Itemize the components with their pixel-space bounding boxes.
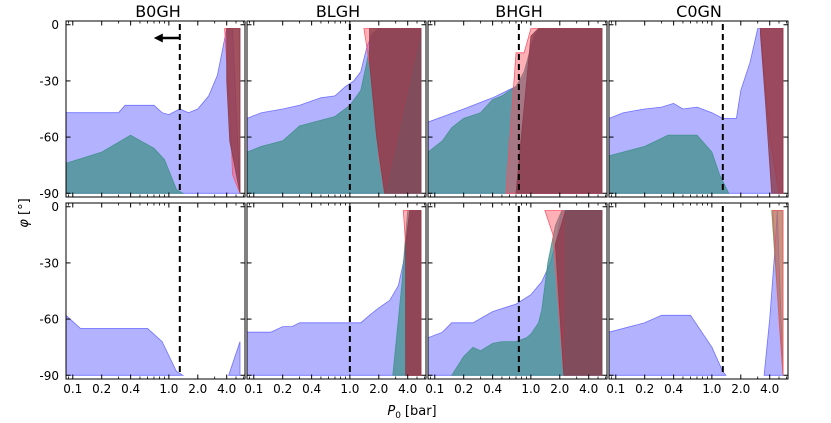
x-tick-label: 1.0 bbox=[521, 382, 540, 396]
panel-c0gn-0-3 bbox=[608, 20, 789, 198]
x-tick-label: 0.1 bbox=[606, 382, 625, 396]
x-tick-label: 0.2 bbox=[454, 382, 473, 396]
area-dark_red bbox=[369, 28, 422, 194]
x-tick-label: 0.4 bbox=[483, 382, 502, 396]
x-tick-label: 0.4 bbox=[664, 382, 683, 396]
x-axis-label: P0 [bar] bbox=[387, 404, 436, 421]
area-dark_red bbox=[226, 28, 241, 194]
x-axis-subscript: 0 bbox=[395, 411, 401, 421]
x-tick-label: 4.0 bbox=[579, 382, 598, 396]
y-axis-label: φ [°] bbox=[17, 198, 32, 227]
x-tick-label: 0.1 bbox=[425, 382, 444, 396]
panel-blgh-0-1 bbox=[246, 20, 427, 198]
y-tick-label: -30 bbox=[39, 74, 59, 88]
area-dark_red bbox=[515, 28, 603, 194]
area-teal bbox=[66, 134, 185, 194]
x-tick-label: 0.1 bbox=[63, 382, 82, 396]
x-tick-label: 1.0 bbox=[340, 382, 359, 396]
x-tick-label: 2.0 bbox=[369, 382, 388, 396]
panel-bhgh-0-2 bbox=[427, 20, 608, 198]
x-tick-label: 4.0 bbox=[760, 382, 779, 396]
y-tick-label: -90 bbox=[39, 187, 59, 201]
x-tick-label: 0.2 bbox=[635, 382, 654, 396]
panel-panel-7-1-3: 0.1 0.2 0.4 1.0 2.0 4.0 bbox=[606, 202, 789, 396]
panel-frame bbox=[427, 202, 608, 380]
panel-b0gh-0-0: 0 -30 -60 -90 bbox=[39, 18, 246, 201]
panel-panel-6-1-2: 0.1 0.2 0.4 1.0 2.0 4.0 bbox=[425, 202, 608, 396]
panel-panel-4-1-0: 0 -30 -60 -90 0.1 0.2 0.4 1.0 2.0 4.0 bbox=[39, 200, 246, 396]
panel-frame bbox=[246, 202, 427, 380]
area-dark_red bbox=[405, 210, 422, 376]
y-tick-label: -60 bbox=[39, 131, 59, 145]
panel-panel-5-1-1: 0.1 0.2 0.4 1.0 2.0 4.0 bbox=[244, 202, 427, 396]
y-tick-label: 0 bbox=[51, 200, 59, 214]
panel-title-c0gn: C0GN bbox=[676, 2, 722, 21]
panel-title-blgh: BLGH bbox=[316, 2, 360, 21]
x-axis-unit: [bar] bbox=[405, 404, 437, 419]
x-axis-symbol: P bbox=[387, 404, 395, 419]
panel-frame bbox=[427, 20, 608, 198]
area-blue bbox=[66, 314, 185, 376]
area-red bbox=[772, 210, 784, 376]
y-tick-label: -30 bbox=[39, 256, 59, 270]
x-tick-label: 1.0 bbox=[159, 382, 178, 396]
panel-title-bhgh: BHGH bbox=[495, 2, 542, 21]
area-dark_red bbox=[760, 28, 784, 194]
area-blue_right bbox=[228, 341, 241, 376]
panel-title-b0gh: B0GH bbox=[135, 2, 181, 21]
x-tick-label: 0.1 bbox=[244, 382, 263, 396]
x-tick-label: 1.0 bbox=[702, 382, 721, 396]
y-tick-label: -90 bbox=[39, 369, 59, 383]
x-tick-label: 2.0 bbox=[550, 382, 569, 396]
panel-frame bbox=[608, 202, 789, 380]
x-tick-label: 0.2 bbox=[92, 382, 111, 396]
panel-frame bbox=[65, 202, 246, 380]
panels-group: 0-30-60-900-30-60-900.1 0.2 0.4 1.0 2.0 4.0 0.… bbox=[39, 18, 789, 396]
x-tick-label: 0.4 bbox=[121, 382, 140, 396]
x-tick-label: 0.4 bbox=[302, 382, 321, 396]
arrow-head bbox=[153, 33, 163, 43]
x-tick-label: 0.2 bbox=[273, 382, 292, 396]
x-tick-label: 2.0 bbox=[731, 382, 750, 396]
x-tick-label: 4.0 bbox=[217, 382, 236, 396]
area-dark_red bbox=[554, 210, 603, 376]
x-tick-label: 2.0 bbox=[188, 382, 207, 396]
y-tick-label: 0 bbox=[51, 18, 59, 32]
panel-frame bbox=[65, 20, 246, 198]
area-teal bbox=[609, 134, 730, 194]
y-axis-unit: [°] bbox=[17, 198, 32, 215]
y-tick-label: -60 bbox=[39, 313, 59, 327]
panel-frame bbox=[608, 20, 789, 198]
area-blue bbox=[609, 314, 727, 376]
y-axis-symbol: φ bbox=[17, 219, 32, 228]
panel-frame bbox=[246, 20, 427, 198]
x-tick-label: 4.0 bbox=[398, 382, 417, 396]
